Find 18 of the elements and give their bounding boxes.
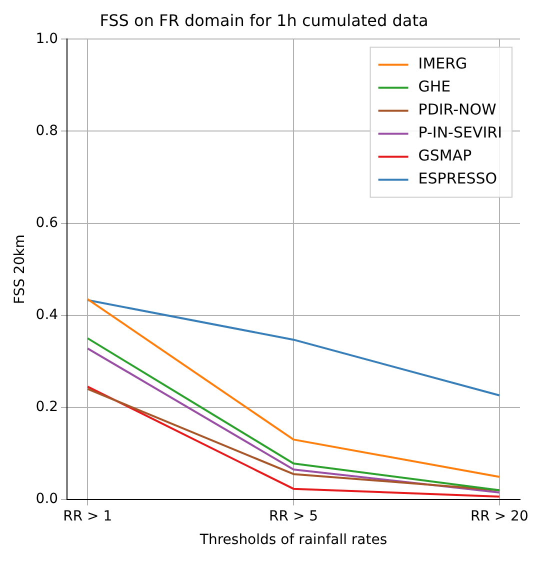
y-tick-label: 0.0 (36, 491, 58, 508)
y-tick-label: 0.8 (36, 122, 58, 139)
legend-label: PDIR-NOW (418, 100, 497, 119)
legend-label: GSMAP (418, 146, 472, 165)
legend-label: ESPRESSO (418, 170, 498, 188)
legend-label: IMERG (418, 54, 468, 73)
x-axis-title: Thresholds of rainfall rates (198, 532, 388, 548)
y-tick-label: 0.6 (36, 214, 58, 231)
x-tick-label: RR > 20 (470, 508, 528, 524)
x-tick-label: RR > 5 (269, 508, 318, 524)
y-tick-label: 1.0 (36, 30, 58, 47)
y-tick-label: 0.4 (36, 306, 58, 323)
y-tick-label: 0.2 (36, 399, 58, 415)
legend-label: GHE (418, 78, 451, 96)
legend-label: P-IN-SEVIRI (418, 124, 502, 142)
y-axis-title: FSS 20km (12, 234, 28, 304)
chart-title: FSS on FR domain for 1h cumulated data (100, 10, 428, 30)
x-tick-label: RR > 1 (63, 508, 112, 524)
